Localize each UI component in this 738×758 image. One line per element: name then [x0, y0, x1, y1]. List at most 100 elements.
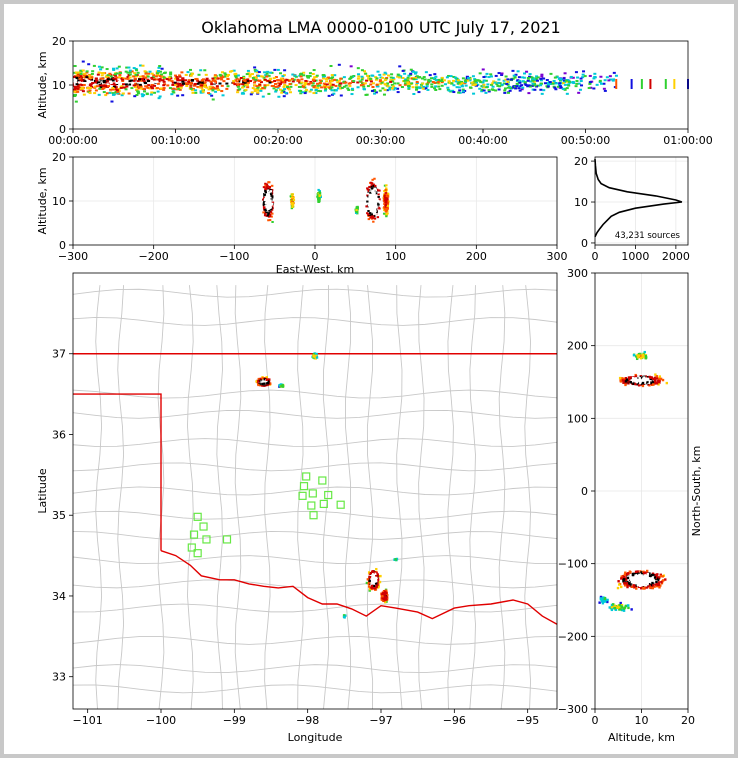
time-height-bin	[342, 85, 346, 88]
time-height-bin	[167, 82, 171, 85]
time-height-bin	[280, 79, 284, 82]
time-height-bin	[531, 82, 535, 85]
time-height-bin	[150, 83, 154, 86]
plan-view-xtick-label: −95	[516, 714, 539, 727]
time-height-bin	[266, 70, 270, 73]
time-height-bin	[97, 65, 101, 68]
county-line	[72, 635, 558, 645]
ew-height-bin	[385, 205, 388, 208]
lma-station	[324, 490, 333, 500]
time-height-bin	[460, 85, 464, 88]
ew-height-bin	[267, 196, 270, 199]
time-height-bin	[112, 67, 116, 70]
time-height-bin	[533, 84, 537, 87]
time-height-bin	[94, 77, 98, 80]
time-height-bin	[253, 66, 257, 69]
ew-height-bin	[265, 206, 268, 209]
time-height-bin	[314, 75, 318, 78]
time-height-bin	[374, 78, 378, 81]
time-height-bin	[223, 75, 227, 78]
ns-height-bin	[626, 378, 629, 382]
time-height-bin	[294, 75, 298, 78]
plan-view-bin	[263, 382, 266, 385]
time-height-bin	[415, 88, 419, 91]
ew-height-bin	[265, 211, 268, 214]
time-height-bin	[203, 83, 207, 86]
time-height-bin	[598, 80, 602, 83]
ns-height-bin	[665, 381, 669, 385]
time-height-bin	[151, 81, 155, 84]
ew-height-bin	[269, 199, 272, 202]
time-height-bin	[104, 75, 108, 78]
plan-view-bin	[374, 577, 378, 581]
time-height-bin	[74, 90, 78, 93]
ns-height-bin	[653, 377, 657, 381]
ns-height-bin	[654, 583, 658, 586]
county-line	[72, 486, 558, 496]
time-height-bin	[174, 84, 178, 87]
time-height-bin	[371, 85, 375, 88]
time-height-bin	[199, 69, 203, 72]
time-height-bin	[539, 84, 543, 87]
plan-view-xtick-label: −97	[369, 714, 392, 727]
time-height-bin	[548, 81, 552, 84]
county-line	[447, 285, 454, 710]
county-line	[72, 664, 558, 674]
time-height-bin	[141, 95, 145, 98]
county-line	[72, 288, 558, 298]
time-height-bin	[226, 85, 230, 88]
time-height-bin	[463, 82, 467, 85]
ew-height-bin	[267, 219, 270, 222]
time-height-bin	[401, 69, 405, 72]
time-height-bin	[331, 83, 335, 86]
time-height-bin	[339, 87, 343, 90]
ew-height-xtick-label: −200	[139, 250, 169, 263]
time-height-bin	[471, 75, 475, 78]
time-height-bin	[356, 81, 360, 84]
ew-height-ytick-label: 0	[59, 239, 66, 252]
time-height-bin	[551, 82, 555, 85]
time-height-bin	[267, 74, 271, 77]
time-height-bin	[376, 85, 380, 88]
time-height-bin	[514, 87, 518, 90]
lma-station	[302, 472, 311, 481]
time-height-bin	[247, 72, 251, 75]
time-height-bin	[502, 82, 506, 85]
time-height-bin	[526, 76, 530, 79]
time-height-bin	[304, 90, 308, 93]
time-height-bin	[193, 82, 197, 85]
time-height-bin	[630, 79, 633, 89]
time-height-bin	[552, 79, 556, 82]
time-height-bin	[76, 85, 80, 88]
time-height-bin	[121, 79, 125, 82]
time-height-bin	[396, 91, 400, 94]
time-height-bin	[255, 87, 259, 90]
time-height-bin	[108, 82, 112, 85]
time-height-bin	[436, 81, 440, 84]
county-lines	[72, 285, 558, 710]
time-height-bin	[386, 82, 390, 85]
time-height-bin	[159, 70, 163, 73]
time-height-bin	[576, 76, 580, 79]
time-height-bin	[117, 65, 121, 68]
ns-height-bin	[644, 354, 648, 358]
ew-height-bin	[289, 195, 292, 198]
time-height-bin	[438, 79, 442, 82]
ew-height-bin	[264, 189, 267, 192]
time-height-bin	[293, 74, 297, 77]
time-height-bin	[419, 85, 423, 88]
time-height-bin	[75, 83, 79, 86]
time-height-bin	[152, 78, 156, 81]
time-height-bin	[329, 64, 333, 67]
time-height-bin	[201, 90, 205, 93]
time-height-bin	[156, 90, 160, 93]
time-height-bin	[489, 75, 493, 78]
time-height-bin	[312, 69, 316, 72]
time-height-bin	[291, 80, 295, 83]
time-height-bin	[191, 87, 195, 90]
time-height-bin	[362, 87, 366, 90]
time-height-bin	[128, 76, 132, 79]
time-height-bin	[101, 77, 105, 80]
time-height-bin	[429, 77, 433, 80]
plan-view-bin	[382, 597, 385, 601]
